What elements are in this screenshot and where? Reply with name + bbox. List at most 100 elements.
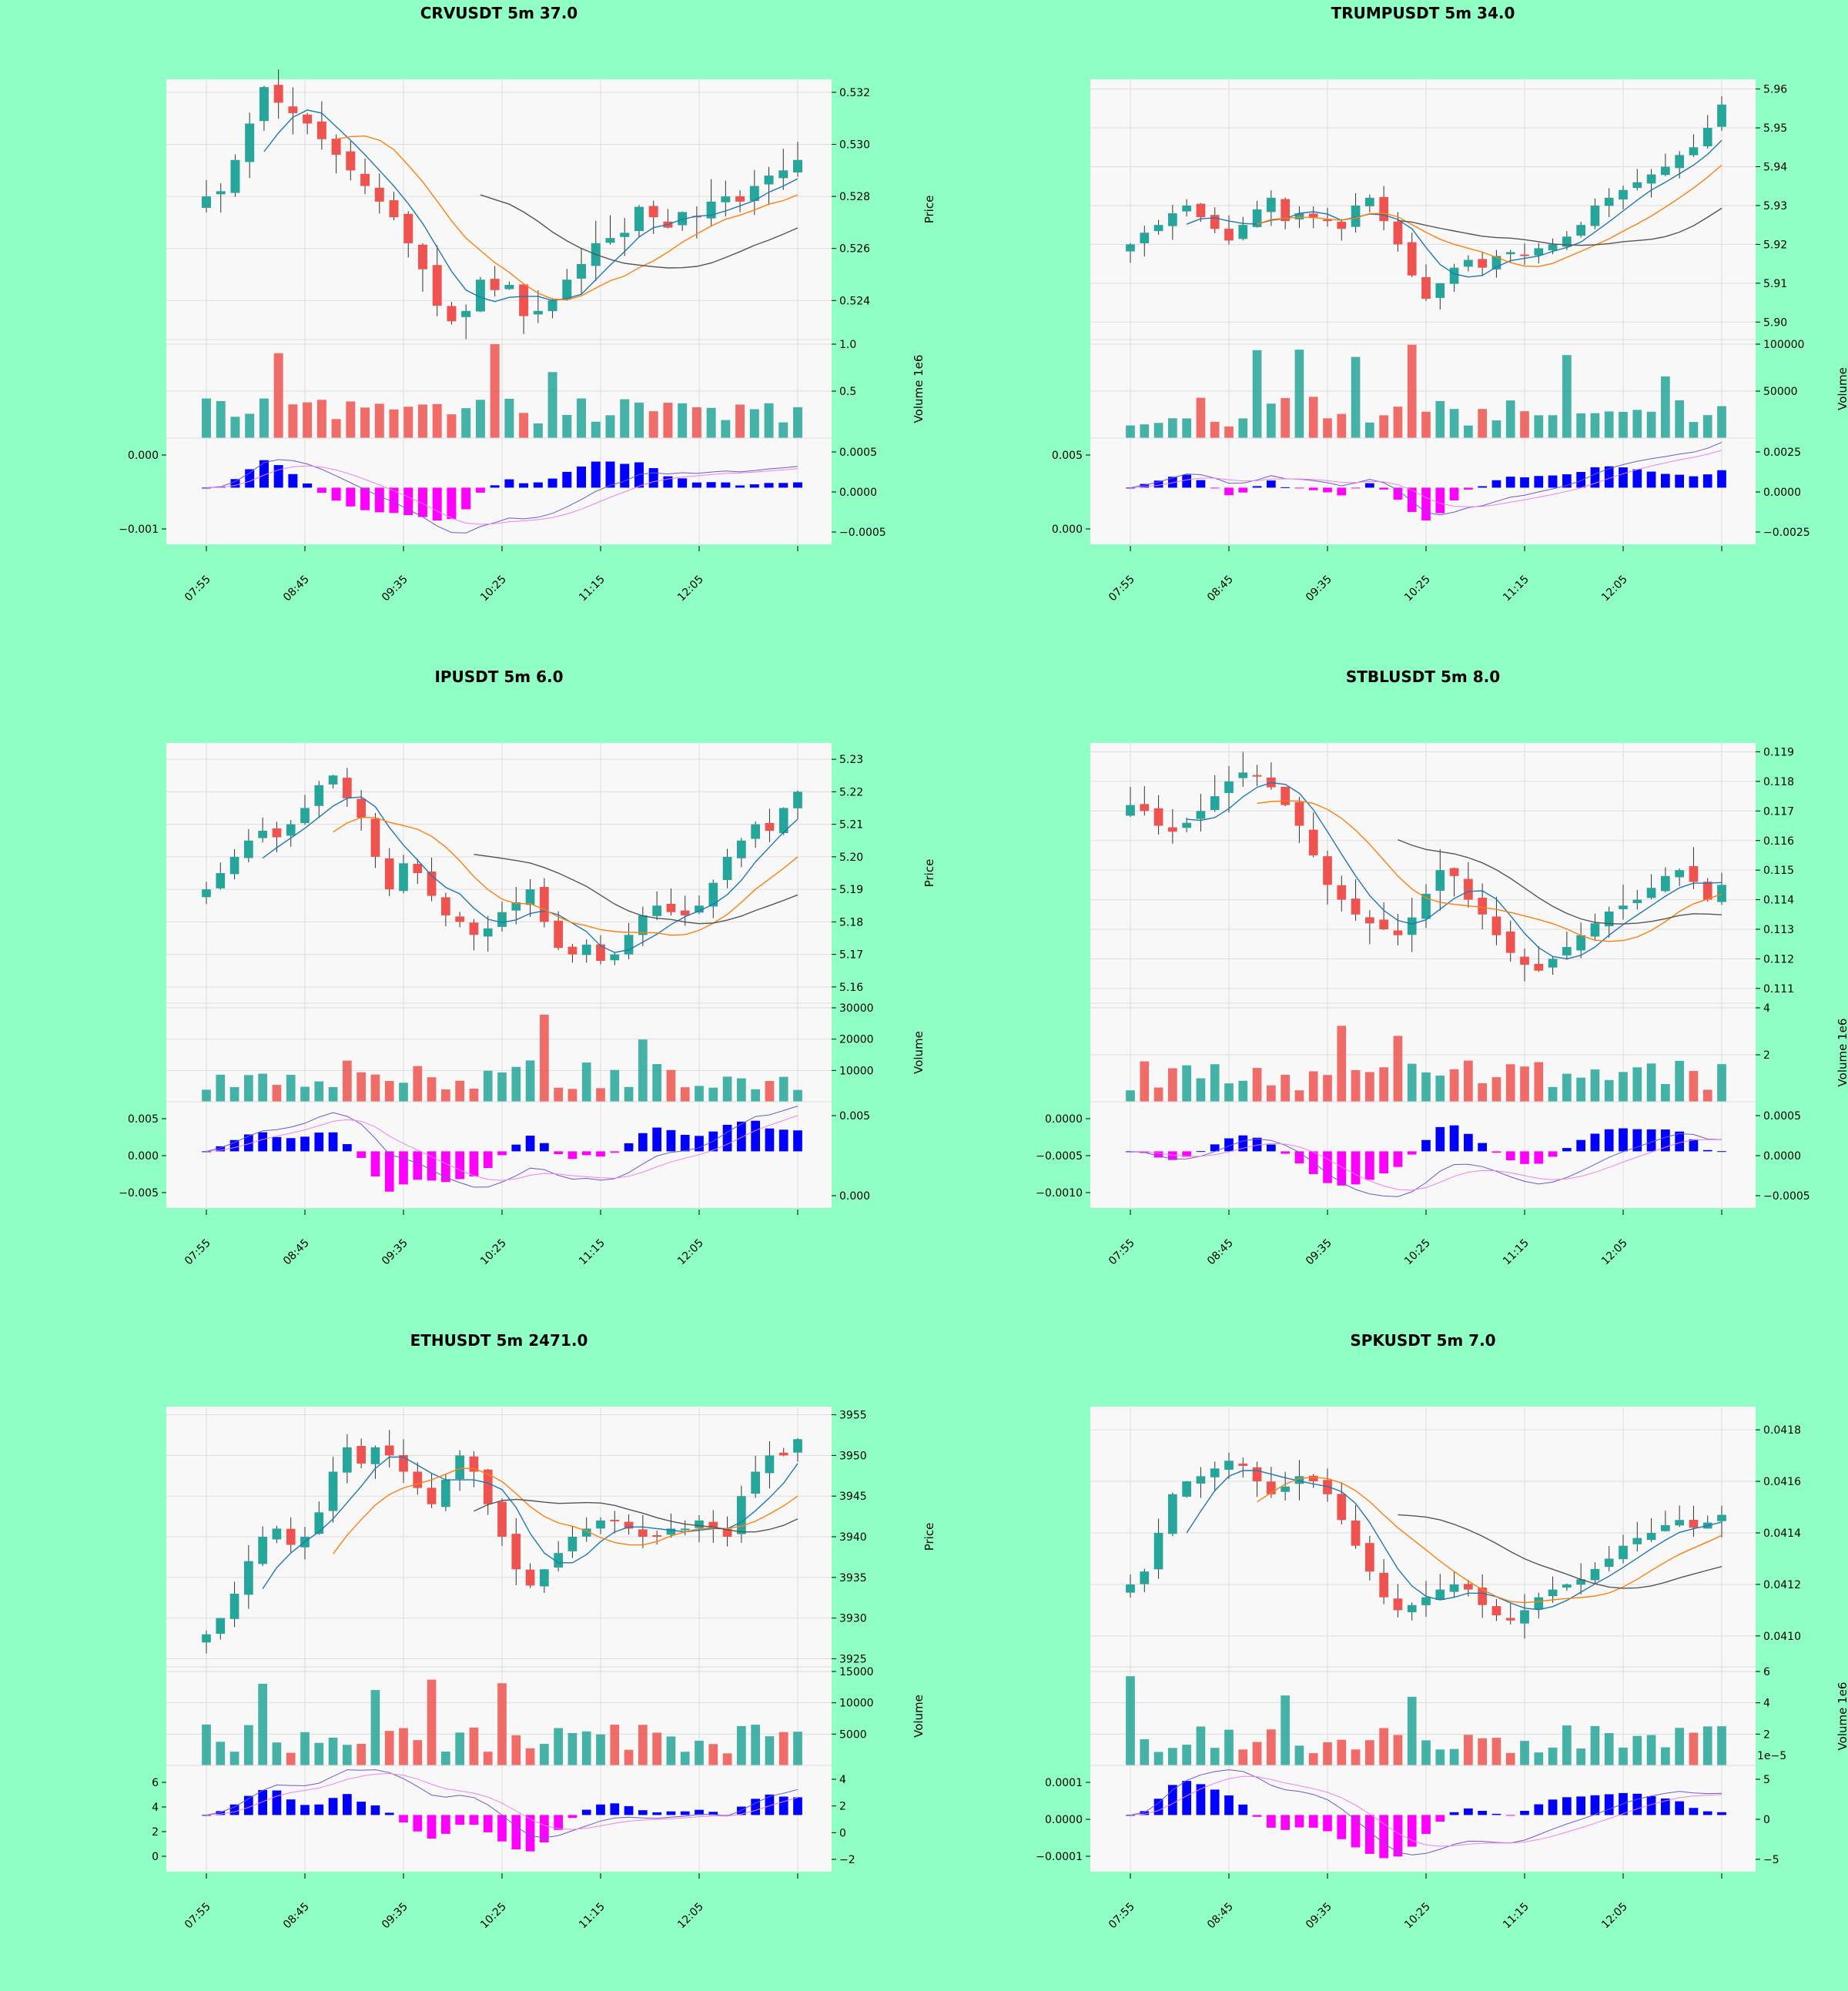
volume-bar (1393, 1735, 1403, 1765)
price-axis-label: Price (1846, 1523, 1848, 1551)
macd-histogram-bar (666, 1811, 676, 1815)
macd-histogram-bar (1689, 1139, 1699, 1152)
candle-body (1675, 870, 1684, 878)
macd-histogram-bar (1491, 1151, 1502, 1153)
volume-bar (1323, 1075, 1332, 1102)
candle-body (1379, 196, 1388, 222)
macd-histogram-bar (737, 1806, 746, 1815)
x-tick-label: 12:05 (675, 1237, 706, 1268)
volume-bar (1281, 1695, 1290, 1765)
macd-histogram-bar (1675, 474, 1684, 488)
volume-bar (1308, 1071, 1318, 1102)
volume-bar (525, 1748, 535, 1765)
macd-histogram-bar (504, 479, 514, 488)
macd-histogram-bar (1491, 480, 1502, 488)
candle-body (1702, 128, 1712, 147)
volume-bar (1702, 1089, 1712, 1102)
volume-bar (504, 398, 514, 438)
volume-bar (610, 1069, 620, 1102)
x-tick-label: 11:15 (1501, 1237, 1532, 1268)
volume-bar (216, 1742, 226, 1765)
candle-body (554, 1553, 563, 1568)
volume-bar (314, 1081, 324, 1102)
candle-body (403, 213, 413, 243)
macd-left-tick-label: 0.0000 (1045, 1113, 1083, 1126)
macd-histogram-bar (547, 478, 557, 488)
candle-body (1379, 1572, 1388, 1598)
macd-histogram-bar (519, 483, 529, 488)
price-tick-label: 0.528 (839, 191, 870, 203)
price-tick-label: 0.116 (1763, 835, 1794, 848)
volume-bar (303, 402, 313, 438)
volume-bar (793, 407, 802, 438)
volume-bar (202, 1724, 211, 1765)
volume-bar (230, 417, 240, 438)
price-tick-label: 0.0412 (1763, 1579, 1801, 1591)
macd-histogram-bar (525, 1136, 535, 1152)
macd-histogram-bar (1323, 1815, 1332, 1832)
volume-bar (511, 1066, 521, 1102)
volume-bar (1464, 425, 1473, 438)
candle-body (370, 1447, 380, 1464)
candle-body (314, 1512, 324, 1534)
macd-histogram-bar (1632, 1793, 1642, 1815)
candle-body (1294, 213, 1304, 219)
macd-histogram-bar (202, 487, 211, 489)
x-tick-label: 12:05 (675, 574, 706, 604)
macd-histogram-bar (1407, 1815, 1417, 1847)
price-tick-label: 0.524 (839, 295, 870, 307)
volume-bar (1604, 411, 1614, 438)
volume-bar (1196, 1078, 1206, 1102)
macd-histogram-bar (525, 1815, 535, 1852)
candle-body (1196, 203, 1206, 218)
volume-bar (610, 1725, 620, 1765)
candle-body (229, 1593, 239, 1619)
candle-body (1252, 775, 1262, 777)
macd-histogram-bar (691, 482, 701, 488)
chart-title: CRVUSDT 5m 37.0 (420, 4, 578, 22)
macd-histogram-bar (652, 1812, 661, 1815)
volume-bar (1689, 1732, 1699, 1765)
candle-body (258, 831, 267, 838)
candle-body (1604, 1558, 1614, 1568)
macd-histogram-bar (314, 1804, 324, 1815)
x-tick-label: 08:45 (1205, 1901, 1236, 1932)
price-tick-label: 5.94 (1763, 162, 1787, 174)
macd-histogram-bar (1365, 1815, 1374, 1854)
macd-histogram-bar (469, 1815, 479, 1825)
price-tick-label: 5.16 (839, 982, 863, 994)
macd-histogram-bar (272, 1136, 282, 1152)
volume-bar (793, 1732, 802, 1765)
volume-bar (1182, 1065, 1191, 1102)
x-tick-label: 11:15 (1501, 1901, 1532, 1932)
x-tick-label: 07:55 (1106, 1901, 1137, 1932)
candle-body (1590, 1568, 1600, 1581)
price-tick-label: 5.23 (839, 754, 863, 766)
volume-bar (652, 1064, 661, 1102)
volume-bar (259, 398, 269, 438)
candle-body (695, 905, 704, 913)
price-tick-label: 0.117 (1763, 805, 1794, 818)
candle-body (441, 897, 450, 915)
macd-histogram-bar (245, 469, 255, 488)
moving-average-line (1257, 1476, 1722, 1604)
candle-body (1520, 956, 1529, 965)
moving-average-line (262, 796, 798, 953)
volume-bar (244, 1075, 253, 1102)
moving-average-line (1257, 164, 1722, 267)
macd-multiplier-label: 1e−5 (1757, 1750, 1786, 1762)
macd-histogram-bar (1520, 1811, 1529, 1815)
candle-body (469, 1456, 479, 1472)
candle-body (695, 1520, 704, 1528)
macd-histogram-bar (1323, 1151, 1332, 1183)
candle-body (525, 1569, 535, 1586)
macd-histogram-bar (427, 1151, 437, 1181)
candle-body (1351, 1521, 1361, 1546)
candle-body (455, 1455, 464, 1480)
candle-body (1308, 213, 1318, 218)
macd-histogram-bar (793, 1130, 802, 1152)
macd-histogram-bar (1281, 1815, 1290, 1830)
macd-histogram-bar (216, 1811, 226, 1815)
volume-bar (1491, 420, 1502, 438)
candle-body (1590, 205, 1600, 226)
